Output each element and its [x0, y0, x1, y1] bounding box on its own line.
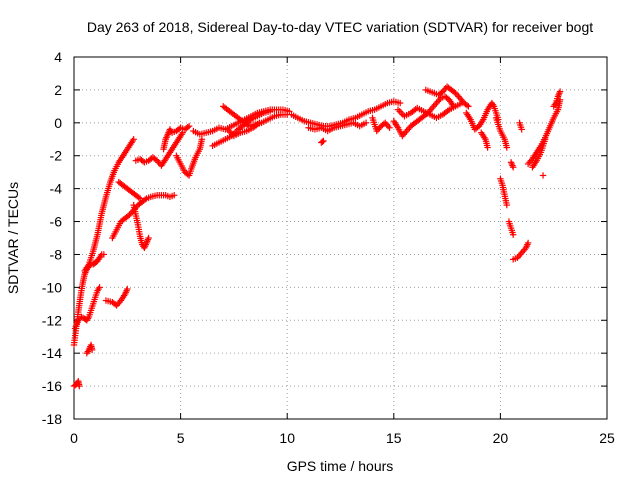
- data-point: [100, 251, 108, 258]
- data-point: [130, 136, 137, 143]
- data-point: [96, 284, 103, 291]
- data-point: [286, 108, 293, 115]
- data-point: [124, 212, 132, 220]
- x-tick-labels: 0 5 10 15 20 25: [70, 430, 615, 446]
- axis-ticks: [73, 56, 608, 420]
- x-tick-label: 15: [386, 430, 402, 446]
- data-point: [76, 382, 83, 390]
- data-point: [124, 285, 131, 293]
- data-point: [256, 119, 263, 127]
- y-tick-label: -8: [50, 246, 63, 262]
- data-point: [503, 201, 510, 209]
- data-point: [362, 119, 370, 127]
- y-tick-label: -16: [42, 378, 62, 394]
- data-point: [266, 108, 274, 115]
- x-tick-label: 5: [177, 430, 185, 446]
- y-tick-label: -6: [50, 214, 63, 230]
- data-point: [319, 138, 326, 145]
- y-tick-label: -14: [42, 345, 62, 361]
- y-tick-label: -12: [42, 312, 62, 328]
- data-point: [198, 136, 206, 143]
- data-point: [524, 239, 532, 247]
- data-point: [509, 164, 517, 171]
- data-point: [465, 103, 472, 110]
- data-point: [152, 156, 159, 163]
- data-point: [171, 192, 178, 199]
- y-tick-label: 4: [54, 49, 62, 65]
- data-point: [556, 96, 564, 103]
- x-tick-label: 0: [70, 430, 78, 446]
- data-point: [145, 234, 152, 242]
- plot-frame: [73, 56, 608, 420]
- x-tick-label: 25: [599, 430, 615, 446]
- data-point: [320, 137, 327, 145]
- data-point: [484, 144, 491, 151]
- data-points: [70, 83, 564, 390]
- data-point: [463, 102, 471, 109]
- y-axis-label: SDTVAR / TECUs: [5, 182, 21, 294]
- data-point: [451, 88, 458, 96]
- data-point: [184, 124, 191, 131]
- y-tick-label: 2: [54, 82, 62, 98]
- data-point: [556, 88, 564, 95]
- x-tick-label: 10: [279, 430, 295, 446]
- x-tick-label: 20: [493, 430, 509, 446]
- y-tick-labels: 4 2 0 -2 -4 -6 -8 -10 -12 -14 -16 -18: [42, 49, 62, 427]
- y-tick-label: -18: [42, 411, 62, 427]
- y-tick-label: -4: [50, 181, 63, 197]
- chart-title: Day 263 of 2018, Sidereal Day-to-day VTE…: [87, 19, 593, 35]
- data-point: [141, 196, 149, 203]
- data-point: [438, 89, 445, 96]
- data-point: [136, 195, 144, 202]
- y-tick-label: -2: [50, 148, 63, 164]
- y-tick-label: 0: [54, 115, 62, 131]
- data-point: [135, 194, 142, 201]
- data-point: [503, 144, 510, 151]
- grid-lines: [74, 57, 607, 419]
- x-axis-label: GPS time / hours: [287, 458, 394, 474]
- data-point: [518, 126, 525, 133]
- data-point: [539, 172, 547, 179]
- data-point: [509, 231, 517, 238]
- data-point: [541, 136, 549, 143]
- data-point: [396, 99, 404, 107]
- data-point: [88, 346, 96, 354]
- y-tick-label: -10: [42, 279, 62, 295]
- data-point: [386, 124, 393, 131]
- data-point: [185, 122, 193, 130]
